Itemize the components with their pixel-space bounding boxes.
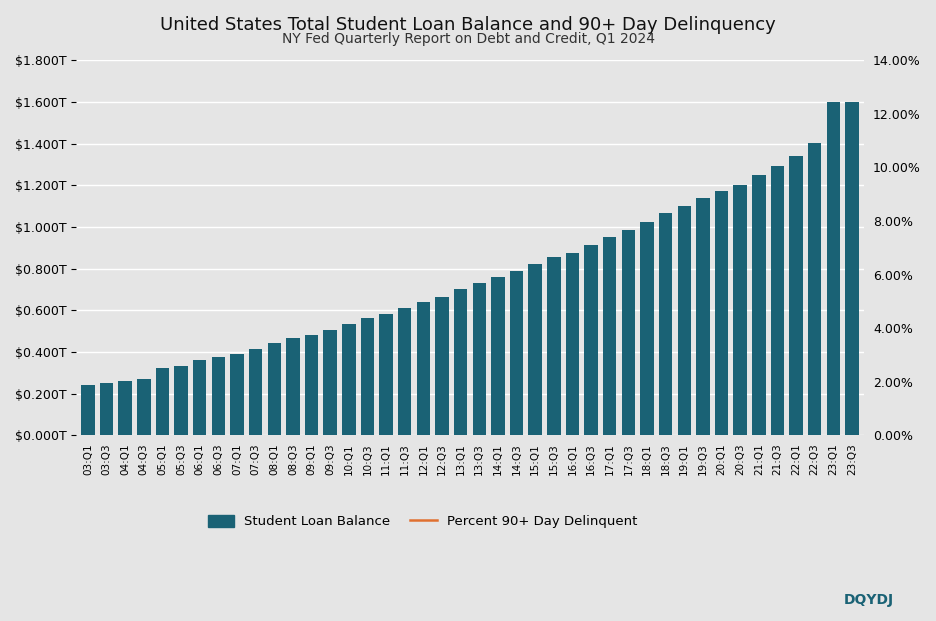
Bar: [826, 102, 840, 435]
Bar: [584, 245, 598, 435]
Bar: [305, 335, 318, 435]
Bar: [696, 199, 709, 435]
Bar: [770, 166, 784, 435]
Bar: [268, 343, 281, 435]
Bar: [174, 366, 188, 435]
Bar: [715, 191, 728, 435]
Bar: [155, 368, 169, 435]
Bar: [398, 309, 412, 435]
Bar: [473, 283, 486, 435]
Bar: [808, 143, 822, 435]
Bar: [100, 383, 113, 435]
Bar: [789, 156, 803, 435]
Bar: [212, 357, 225, 435]
Text: United States Total Student Loan Balance and 90+ Day Delinquency: United States Total Student Loan Balance…: [160, 16, 776, 34]
Bar: [360, 318, 374, 435]
Bar: [845, 102, 858, 435]
Bar: [342, 324, 356, 435]
Bar: [324, 330, 337, 435]
Bar: [417, 302, 430, 435]
Bar: [435, 297, 448, 435]
Bar: [565, 253, 579, 435]
Text: DQYDJ: DQYDJ: [843, 593, 894, 607]
Bar: [249, 350, 262, 435]
Legend: Student Loan Balance, Percent 90+ Day Delinquent: Student Loan Balance, Percent 90+ Day De…: [202, 510, 643, 533]
Bar: [286, 338, 300, 435]
Bar: [379, 314, 393, 435]
Bar: [119, 381, 132, 435]
Bar: [734, 185, 747, 435]
Bar: [603, 237, 617, 435]
Bar: [622, 230, 635, 435]
Bar: [81, 385, 95, 435]
Bar: [529, 264, 542, 435]
Bar: [230, 354, 243, 435]
Bar: [454, 289, 467, 435]
Bar: [640, 222, 653, 435]
Text: NY Fed Quarterly Report on Debt and Credit, Q1 2024: NY Fed Quarterly Report on Debt and Cred…: [282, 32, 654, 47]
Bar: [510, 271, 523, 435]
Bar: [137, 379, 151, 435]
Bar: [491, 276, 505, 435]
Bar: [193, 360, 207, 435]
Bar: [753, 175, 766, 435]
Bar: [678, 206, 691, 435]
Bar: [659, 213, 672, 435]
Bar: [548, 257, 561, 435]
